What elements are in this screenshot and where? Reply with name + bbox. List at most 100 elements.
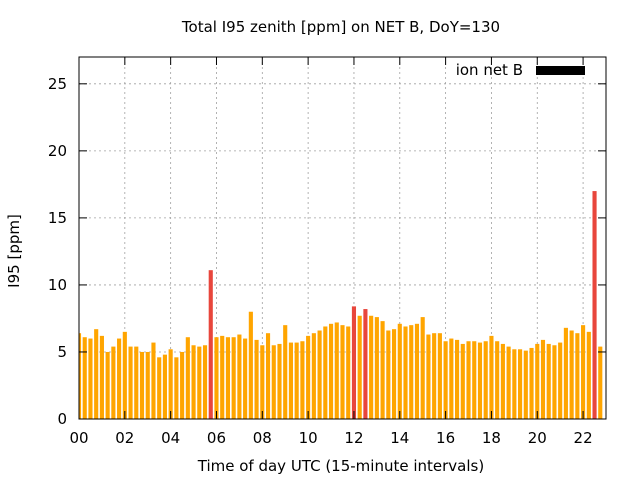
x-tick-label: 20: [528, 429, 547, 447]
bar: [248, 311, 253, 419]
bar: [271, 345, 276, 419]
bar: [512, 349, 517, 419]
bar: [197, 346, 202, 419]
bar: [357, 315, 362, 419]
bar: [495, 341, 500, 419]
ticks: [78, 57, 606, 420]
bar: [157, 357, 162, 419]
legend-swatch: [536, 66, 585, 75]
bar: [489, 335, 494, 419]
y-tick-label: 15: [48, 209, 67, 227]
y-tick-label: 0: [57, 410, 67, 428]
bar: [432, 333, 437, 419]
bar: [529, 347, 534, 419]
bar: [243, 338, 248, 419]
x-tick-label: 02: [115, 429, 134, 447]
plot-border: [78, 56, 607, 420]
bar: [88, 338, 93, 419]
bar: [260, 345, 265, 419]
bar: [82, 337, 87, 419]
bar: [214, 337, 219, 419]
bar: [472, 341, 477, 419]
bar: [323, 326, 328, 419]
legend: ion net B: [456, 61, 585, 79]
bar: [231, 337, 236, 419]
bar: [151, 342, 156, 419]
bar: [168, 349, 173, 419]
x-tick-label: 22: [574, 429, 593, 447]
bar: [397, 323, 402, 419]
bar: [139, 351, 145, 419]
bar: [117, 338, 122, 419]
bar: [563, 327, 568, 419]
bar: [426, 334, 431, 419]
bar: [237, 334, 242, 419]
bar: [437, 333, 442, 419]
bar: [202, 345, 208, 419]
bar: [409, 325, 414, 419]
bar: [225, 337, 230, 419]
bar: [369, 315, 374, 419]
bar: [581, 325, 586, 419]
y-axis-label: I95 [ppm]: [5, 214, 23, 288]
legend-label: ion net B: [456, 61, 523, 79]
bar: [374, 317, 379, 419]
bar: [575, 333, 580, 419]
bar: [191, 345, 196, 419]
bar: [283, 325, 288, 419]
y-tick-label: 10: [48, 276, 67, 294]
bar: [449, 338, 454, 419]
chart-title: Total I95 zenith [ppm] on NET B, DoY=130: [181, 18, 500, 36]
bar: [288, 342, 294, 419]
bar: [460, 343, 465, 419]
bar: [328, 323, 334, 419]
bar: [518, 349, 523, 419]
bars: [79, 191, 603, 419]
y-tick-label: 20: [48, 142, 67, 160]
x-tick-label: 18: [482, 429, 501, 447]
bar: [105, 351, 110, 419]
bar: [99, 335, 104, 419]
bar: [546, 343, 551, 419]
bar: [185, 337, 190, 419]
bar: [558, 342, 563, 419]
bar: [128, 346, 133, 419]
bar: [483, 341, 488, 419]
bar: [346, 326, 351, 419]
y-tick-label: 5: [57, 343, 67, 361]
bar: [220, 335, 225, 419]
bar: [122, 331, 127, 419]
bar: [586, 331, 591, 419]
bar: [134, 346, 139, 419]
bar: [477, 342, 483, 419]
bar: [569, 330, 574, 419]
bar: [300, 341, 305, 419]
x-tick-label: 14: [390, 429, 409, 447]
bar: [403, 326, 408, 419]
bar: [162, 354, 167, 419]
bar: [111, 346, 116, 419]
tick-labels: 0 5 10 15 20 25 00 02 04 06 08 10 12 14 16 18 20 22: [48, 75, 593, 447]
bar: [535, 343, 540, 419]
bar: [334, 322, 339, 419]
bar: [277, 343, 282, 419]
bar: [265, 333, 271, 419]
bar: [317, 330, 322, 419]
bar: [592, 191, 597, 419]
bar: [174, 357, 179, 419]
bar: [306, 335, 311, 419]
bar: [540, 339, 546, 419]
bar: [380, 321, 385, 419]
x-tick-label: 16: [436, 429, 455, 447]
bar: [294, 342, 299, 419]
bar: [180, 351, 185, 419]
y-tick-label: 25: [48, 75, 67, 93]
bar: [523, 350, 528, 419]
x-axis-label: Time of day UTC (15-minute intervals): [197, 457, 484, 475]
x-tick-label: 10: [299, 429, 318, 447]
bar: [391, 329, 397, 419]
bar: [79, 333, 82, 419]
x-tick-label: 08: [253, 429, 272, 447]
bar: [455, 339, 460, 419]
